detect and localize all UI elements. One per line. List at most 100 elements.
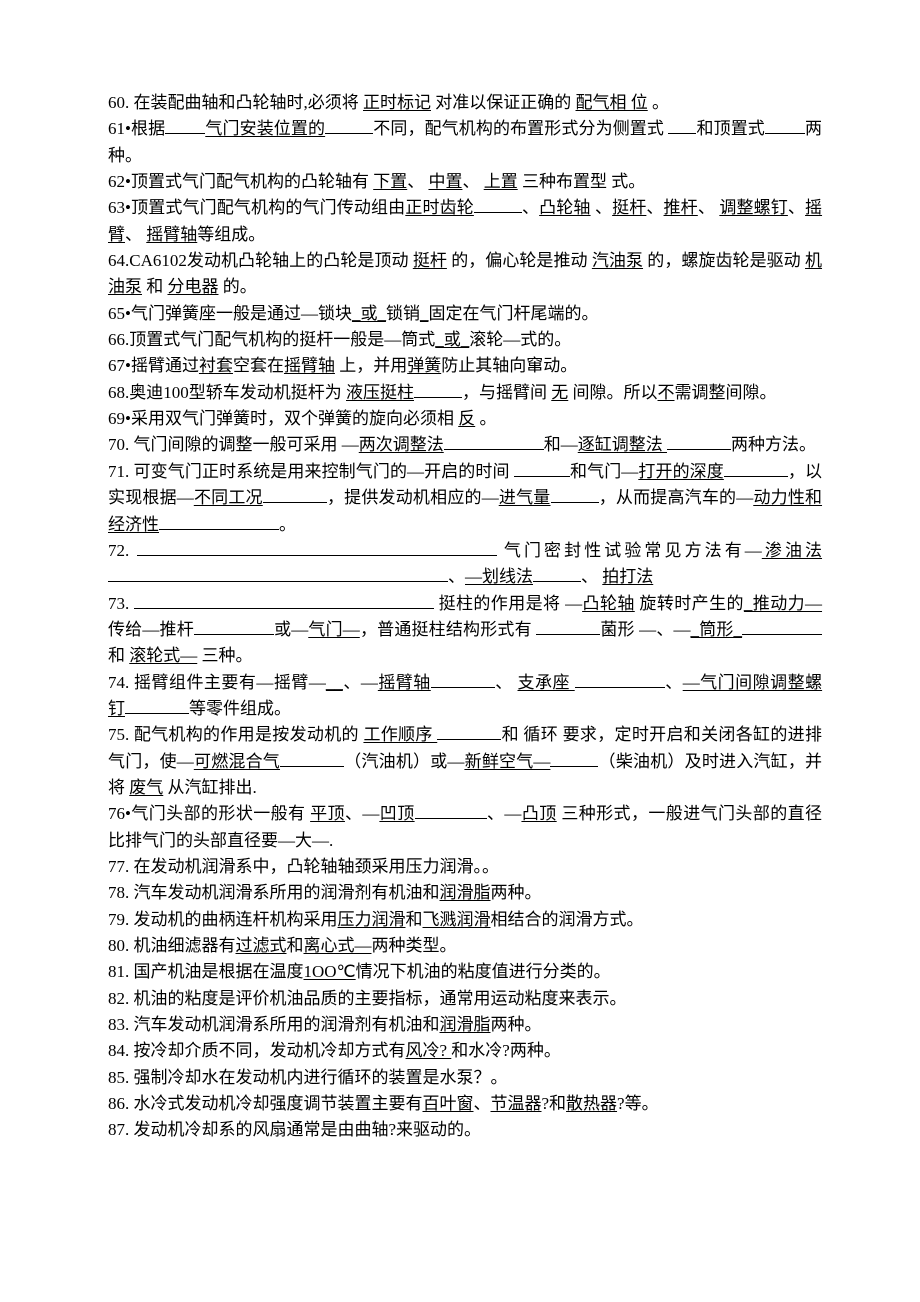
question-text: 锁销 [386,304,420,323]
question-text: 、 [788,198,805,217]
question-text: 间隙。所以 [568,383,657,402]
question-item: 83. 汽车发动机润滑系所用的润滑剂有机油和润滑脂两种。 [108,1012,822,1038]
answer-text: 新鲜空气— [464,752,550,771]
answer-text: 上置 [484,172,518,191]
question-text: 。 [279,515,296,534]
answer-text: 液压挺柱 [346,383,414,402]
question-text: 81. 国产机油是根据在温度 [108,962,304,981]
question-text: 、 [581,567,602,586]
question-item: 77. 在发动机润滑系中，凸轮轴轴颈采用压力润滑。。 [108,854,822,880]
answer-text: 气门— [308,620,360,639]
question-item: 63•顶置式气门配气机构的气门传动组由正时齿轮、凸轮轴 、挺杆、推杆、 调整螺钉… [108,195,822,248]
fill-blank [668,116,696,134]
answer-text: 推杆 [664,198,698,217]
fill-blank [325,116,373,134]
question-text: 、— [487,804,522,823]
question-text: 需调整间隙。 [675,383,777,402]
document-page: 60. 在装配曲轴和凸轮轴时,必须将 正时标记 对准以保证正确的 配气相 位 。… [0,0,920,1184]
answer-text: __ [326,673,343,692]
answer-text: 过滤式 [236,936,287,955]
question-text: 、 [462,172,483,191]
question-text: 86. 水冷式发动机冷却强度调节装置主要有 [108,1094,423,1113]
fill-blank [533,564,581,582]
question-text: 滚轮—式的。 [469,330,571,349]
answer-text: 润滑脂 [440,1015,491,1034]
question-text: 74. 摇臂组件主要有—摇臂— [108,673,326,692]
answer-text: 风冷? [406,1041,452,1060]
question-text: 旋转时产生的 [635,594,744,613]
question-text: 77. 在发动机润滑系中，凸轮轴轴颈采用压力润滑。。 [108,857,499,876]
question-item: 73. 挺柱的作用是将 —凸轮轴 旋转时产生的_推动力—传给—推杆或—气门—，普… [108,591,822,670]
answer-text: 凸轮轴 [582,594,635,613]
answer-text: 分电器 [168,277,219,296]
question-item: 78. 汽车发动机润滑系所用的润滑剂有机油和润滑脂两种。 [108,880,822,906]
answer-text: 平顶 [310,804,345,823]
answer-text: 正时齿轮 [405,198,474,217]
question-item: 69•采用双气门弹簧时，双个弹簧的旋向必须相 反 。 [108,406,822,432]
answer-text: 中置 [428,172,462,191]
question-item: 80. 机油细滤器有过滤式和离心式—两种类型。 [108,933,822,959]
answer-text: 衬套 [199,356,233,375]
question-item: 79. 发动机的曲柄连杆机构采用压力润滑和飞溅润滑相结合的润滑方式。 [108,907,822,933]
question-text: 两种类型。 [372,936,457,955]
question-item: 71. 可变气门正时系统是用来控制气门的—开启的时间 和气门—打开的深度，以实现… [108,459,822,538]
answer-text: 正时标记 [363,93,431,112]
question-text: 62•顶置式气门配气机构的凸轮轴有 [108,172,373,191]
question-text: 和— [544,435,578,454]
fill-blank [159,512,279,530]
fill-blank [263,485,327,503]
answer-text: _或_ [352,304,386,323]
question-text: 菌形 —、— [600,620,690,639]
question-text: 80. 机油细滤器有 [108,936,236,955]
question-text: 相结合的润滑方式。 [491,910,644,929]
answer-text: _推动力— [744,594,822,613]
question-text: 的，螺旋齿轮是驱动 [643,251,805,270]
question-item: 70. 气门间隙的调整一般可采用 —两次调整法和—逐缸调整法 两种方法。 [108,432,822,458]
question-text: 上，并用 [335,356,407,375]
fill-blank [194,617,274,635]
question-text: ，与摇臂间 [462,383,551,402]
answer-text: 散热器 [566,1094,617,1113]
question-text: 和 [142,277,168,296]
question-text: 、— [345,804,379,823]
question-text: ，从而提高汽车的— [599,488,754,507]
answer-text: 打开的深度 [638,462,724,481]
answer-text: 凸轮轴 [539,198,590,217]
question-item: 74. 摇臂组件主要有—摇臂—__、—摇臂轴、 支承座 、—气门间隙调整螺钉等零… [108,670,822,723]
question-item: 86. 水冷式发动机冷却强度调节装置主要有百叶窗、节温器?和散热器?等。 [108,1091,822,1117]
question-item: 87. 发动机冷却系的风扇通常是由曲轴?来驱动的。 [108,1117,822,1143]
question-text: ，普通挺柱结构形式有 [360,620,536,639]
question-text: 、 [665,673,683,692]
question-text: 和 [287,936,304,955]
question-text: 84. 按冷却介质不同，发动机冷却方式有 [108,1041,406,1060]
question-text: 、 [646,198,663,217]
fill-blank [444,432,544,450]
question-text: 、 [591,198,613,217]
answer-text: 不 [658,383,675,402]
fill-blank [137,538,497,556]
answer-text: _或_ [435,330,469,349]
question-text: 61•根据 [108,119,165,138]
question-text: 传给—推杆 [108,620,194,639]
question-text: 气门密封性试验常见方法有— [497,541,762,560]
question-text: 、 [448,567,465,586]
question-text: 等零件组成。 [189,699,291,718]
answer-text: 1OO℃ [304,962,356,981]
question-text: ?等。 [617,1094,659,1113]
answer-text: 可燃混合气 [194,752,280,771]
question-item: 68.奥迪100型轿车发动机挺杆为 液压挺柱，与摇臂间 无 间隙。所以不需调整间… [108,380,822,406]
question-text: 69•采用双气门弹簧时，双个弹簧的旋向必须相 [108,409,458,428]
answer-text: 弹簧 [407,356,441,375]
fill-blank [125,696,189,714]
answer-text: 凹顶 [379,804,414,823]
question-item: 64.CA6102发动机凸轮轴上的凸轮是顶动 挺杆 的，偏心轮是推动 汽油泵 的… [108,248,822,301]
question-text: 64.CA6102发动机凸轮轴上的凸轮是顶动 [108,251,413,270]
answer-text: 离心式— [304,936,372,955]
question-text: 和 [406,910,423,929]
question-text: 等组成。 [197,225,265,244]
answer-text: 百叶窗 [423,1094,474,1113]
question-text: 66.顶置式气门配气机构的挺杆一般是—筒式 [108,330,435,349]
question-item: 82. 机油的粘度是评价机油品质的主要指标，通常用运动粘度来表示。 [108,986,822,1012]
question-text: 87. 发动机冷却系的风扇通常是由曲轴?来驱动的。 [108,1120,481,1139]
fill-blank [765,116,805,134]
